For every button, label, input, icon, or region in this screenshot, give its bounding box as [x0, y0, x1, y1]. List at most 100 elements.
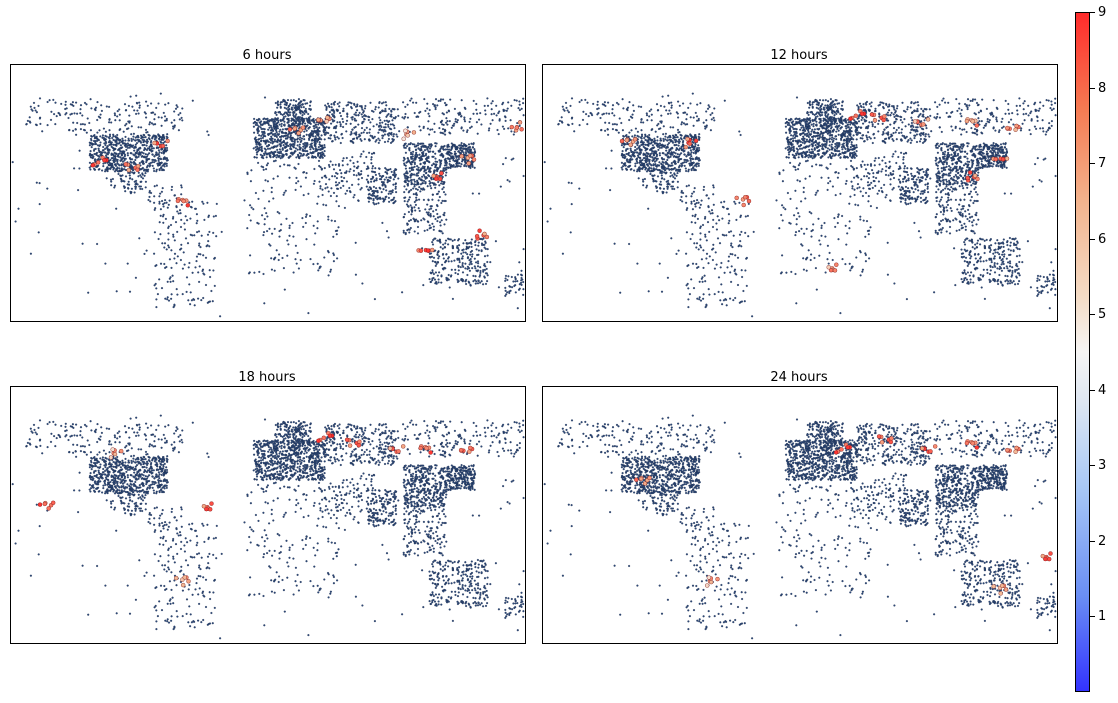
station-marker — [352, 196, 355, 199]
station-marker — [150, 147, 154, 150]
station-marker — [266, 122, 270, 125]
station-marker — [381, 181, 384, 184]
station-marker — [259, 153, 262, 156]
station-marker — [416, 168, 419, 171]
station-marker — [175, 206, 178, 209]
station-marker — [288, 176, 291, 179]
station-marker — [382, 130, 385, 133]
station-marker — [635, 160, 638, 163]
station-marker — [132, 135, 135, 138]
station-marker — [306, 124, 309, 127]
station-marker — [424, 154, 427, 157]
station-marker — [438, 165, 442, 168]
station-marker — [307, 192, 310, 195]
station-marker — [448, 148, 451, 151]
station-marker — [382, 188, 385, 191]
station-marker — [477, 253, 480, 256]
station-marker — [444, 261, 447, 264]
station-marker — [279, 103, 282, 106]
station-marker — [664, 144, 667, 147]
station-marker — [694, 135, 698, 139]
station-marker — [360, 170, 363, 173]
station-marker — [451, 251, 454, 255]
station-marker — [666, 183, 669, 186]
station-marker — [283, 141, 286, 144]
station-marker — [632, 152, 635, 155]
station-marker — [303, 99, 306, 102]
station-marker — [126, 142, 129, 145]
station-marker — [416, 174, 419, 177]
station-marker — [712, 243, 715, 246]
station-marker — [384, 167, 387, 170]
station-marker — [444, 161, 447, 164]
station-marker — [295, 182, 298, 185]
station-marker — [148, 152, 151, 155]
station-marker — [369, 134, 372, 137]
station-marker — [324, 104, 327, 107]
station-marker — [413, 185, 416, 188]
station-marker — [309, 148, 312, 151]
station-marker — [690, 202, 693, 205]
station-marker — [678, 141, 681, 145]
station-marker — [284, 150, 287, 153]
station-marker — [278, 130, 281, 133]
station-marker — [272, 133, 275, 136]
station-marker — [267, 128, 270, 131]
station-marker — [110, 163, 114, 166]
station-marker — [505, 293, 508, 296]
station-marker — [167, 246, 171, 249]
station-marker — [412, 159, 415, 162]
station-marker — [632, 104, 635, 107]
station-marker — [690, 195, 693, 198]
station-marker — [691, 140, 694, 143]
station-marker — [83, 123, 86, 126]
station-marker — [685, 201, 688, 204]
station-marker — [341, 136, 344, 140]
station-marker — [302, 194, 305, 197]
station-marker-high — [430, 247, 435, 253]
station-marker — [659, 171, 662, 174]
station-marker — [293, 141, 296, 144]
station-marker — [338, 181, 341, 184]
station-marker — [413, 200, 416, 204]
station-marker — [283, 123, 286, 126]
station-marker — [374, 167, 377, 170]
station-marker — [424, 168, 427, 172]
station-marker — [607, 133, 610, 136]
station-marker — [396, 135, 399, 138]
station-marker — [427, 211, 430, 214]
station-marker — [453, 107, 456, 110]
station-marker — [620, 166, 623, 169]
station-marker — [611, 123, 614, 126]
station-marker — [160, 116, 163, 119]
station-marker — [159, 192, 162, 195]
station-marker — [282, 135, 285, 138]
station-marker — [349, 168, 352, 171]
station-marker — [687, 151, 690, 154]
station-marker — [268, 147, 272, 150]
station-marker — [139, 147, 142, 150]
station-marker — [666, 152, 669, 155]
station-marker — [321, 193, 324, 197]
station-marker — [124, 157, 127, 160]
station-marker — [418, 153, 421, 156]
station-marker — [139, 185, 142, 188]
station-marker — [393, 127, 396, 130]
station-marker — [135, 179, 138, 182]
station-marker — [212, 269, 215, 272]
station-marker — [454, 118, 457, 121]
station-marker — [414, 158, 417, 161]
station-marker — [99, 141, 102, 144]
station-marker — [442, 243, 445, 246]
station-marker — [113, 112, 116, 115]
station-marker — [145, 249, 148, 252]
station-marker — [257, 161, 260, 164]
station-marker — [137, 112, 140, 115]
station-marker — [317, 154, 320, 157]
station-marker — [59, 114, 62, 117]
station-marker — [81, 114, 84, 117]
station-marker — [418, 156, 421, 159]
station-marker — [165, 201, 168, 204]
station-marker — [98, 155, 101, 158]
station-marker — [422, 150, 425, 153]
